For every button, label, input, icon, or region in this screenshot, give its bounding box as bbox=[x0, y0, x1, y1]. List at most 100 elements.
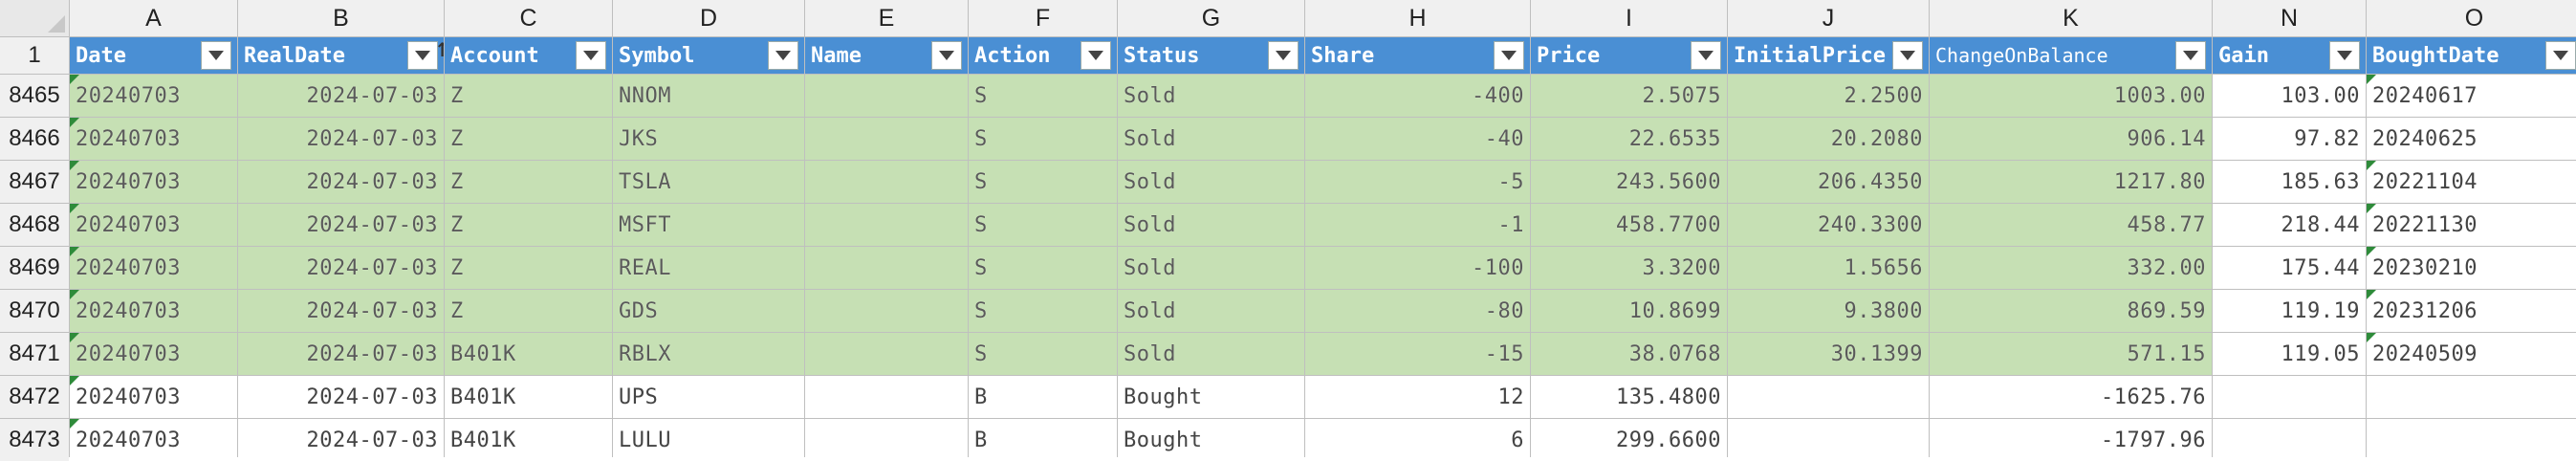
table-cell[interactable]: 20221130 bbox=[2367, 204, 2576, 246]
column-header-b[interactable]: B bbox=[238, 0, 444, 36]
filter-dropdown-icon[interactable] bbox=[931, 41, 962, 70]
table-cell[interactable]: 206.4350 bbox=[1728, 161, 1929, 203]
row-header[interactable]: 8471 bbox=[0, 333, 69, 375]
table-cell[interactable] bbox=[805, 118, 968, 160]
column-header-h[interactable]: H bbox=[1305, 0, 1530, 36]
table-cell[interactable]: 10.8699 bbox=[1531, 290, 1727, 332]
table-cell[interactable]: 119.05 bbox=[2213, 333, 2366, 375]
table-cell[interactable]: 458.77 bbox=[1930, 204, 2212, 246]
table-header-status[interactable]: Status bbox=[1118, 37, 1304, 74]
table-cell[interactable]: S bbox=[969, 161, 1117, 203]
column-header-j[interactable]: J bbox=[1728, 0, 1929, 36]
table-cell[interactable]: 218.44 bbox=[2213, 204, 2366, 246]
table-cell[interactable]: TSLA bbox=[613, 161, 804, 203]
column-header-n[interactable]: N bbox=[2213, 0, 2366, 36]
table-cell[interactable] bbox=[805, 376, 968, 418]
table-cell[interactable]: -100 bbox=[1305, 247, 1530, 289]
table-cell[interactable]: 9.3800 bbox=[1728, 290, 1929, 332]
table-cell[interactable]: 2024-07-03 bbox=[238, 376, 444, 418]
table-cell[interactable]: 20240703 bbox=[70, 333, 237, 375]
table-cell[interactable]: 458.7700 bbox=[1531, 204, 1727, 246]
table-cell[interactable] bbox=[1728, 376, 1929, 418]
row-header[interactable]: 8473 bbox=[0, 419, 69, 461]
filter-dropdown-icon[interactable] bbox=[1494, 41, 1524, 70]
filter-dropdown-icon[interactable] bbox=[1691, 41, 1721, 70]
row-header[interactable]: 8467 bbox=[0, 161, 69, 203]
table-cell[interactable]: B401K bbox=[445, 419, 612, 461]
table-cell[interactable]: 332.00 bbox=[1930, 247, 2212, 289]
table-cell[interactable]: 2024-07-03 bbox=[238, 161, 444, 203]
filter-dropdown-icon[interactable] bbox=[576, 41, 606, 70]
table-cell[interactable]: -1797.96 bbox=[1930, 419, 2212, 461]
table-cell[interactable]: -80 bbox=[1305, 290, 1530, 332]
table-header-realdate[interactable]: RealDate bbox=[238, 37, 444, 74]
table-cell[interactable] bbox=[805, 419, 968, 461]
table-cell[interactable]: S bbox=[969, 247, 1117, 289]
table-cell[interactable]: 38.0768 bbox=[1531, 333, 1727, 375]
table-cell[interactable]: 20240703 bbox=[70, 376, 237, 418]
row-header-1[interactable]: 1 bbox=[0, 37, 69, 74]
table-cell[interactable]: Z bbox=[445, 290, 612, 332]
table-cell[interactable]: 2.5075 bbox=[1531, 75, 1727, 117]
table-cell[interactable]: 299.6600 bbox=[1531, 419, 1727, 461]
table-cell[interactable]: S bbox=[969, 333, 1117, 375]
row-header[interactable]: 8466 bbox=[0, 118, 69, 160]
column-header-a[interactable]: A bbox=[70, 0, 237, 36]
column-header-g[interactable]: G bbox=[1118, 0, 1304, 36]
row-header[interactable]: 8470 bbox=[0, 290, 69, 332]
row-header[interactable]: 8465 bbox=[0, 75, 69, 117]
table-cell[interactable]: 20240703 bbox=[70, 204, 237, 246]
column-header-f[interactable]: F bbox=[969, 0, 1117, 36]
table-cell[interactable]: 1003.00 bbox=[1930, 75, 2212, 117]
filter-dropdown-icon[interactable] bbox=[1268, 41, 1299, 70]
select-all-corner[interactable] bbox=[0, 0, 69, 36]
table-cell[interactable]: 12 bbox=[1305, 376, 1530, 418]
table-cell[interactable]: 20221104 bbox=[2367, 161, 2576, 203]
table-cell[interactable]: 20240617 bbox=[2367, 75, 2576, 117]
table-cell[interactable]: REAL bbox=[613, 247, 804, 289]
table-cell[interactable]: S bbox=[969, 204, 1117, 246]
filter-dropdown-icon[interactable] bbox=[1892, 41, 1923, 70]
column-header-k[interactable]: K bbox=[1930, 0, 2212, 36]
table-cell[interactable]: 243.5600 bbox=[1531, 161, 1727, 203]
table-header-account[interactable]: Account bbox=[445, 37, 612, 74]
table-header-name[interactable]: Name bbox=[805, 37, 968, 74]
table-cell[interactable]: Z bbox=[445, 161, 612, 203]
table-cell[interactable]: 3.3200 bbox=[1531, 247, 1727, 289]
column-header-d[interactable]: D bbox=[613, 0, 804, 36]
table-cell[interactable]: S bbox=[969, 118, 1117, 160]
table-header-boughtdate[interactable]: BoughtDate bbox=[2367, 37, 2576, 74]
table-cell[interactable]: Z bbox=[445, 75, 612, 117]
table-header-price[interactable]: Price bbox=[1531, 37, 1727, 74]
table-cell[interactable] bbox=[805, 247, 968, 289]
table-header-symbol[interactable]: Symbol bbox=[613, 37, 804, 74]
table-cell[interactable]: 30.1399 bbox=[1728, 333, 1929, 375]
row-header[interactable]: 8468 bbox=[0, 204, 69, 246]
table-cell[interactable]: S bbox=[969, 290, 1117, 332]
table-cell[interactable]: Sold bbox=[1118, 75, 1304, 117]
table-cell[interactable]: 2024-07-03 bbox=[238, 247, 444, 289]
table-cell[interactable]: UPS bbox=[613, 376, 804, 418]
row-header[interactable]: 8469 bbox=[0, 247, 69, 289]
table-cell[interactable]: -1625.76 bbox=[1930, 376, 2212, 418]
column-header-e[interactable]: E bbox=[805, 0, 968, 36]
table-cell[interactable] bbox=[805, 290, 968, 332]
table-cell[interactable] bbox=[2213, 376, 2366, 418]
table-cell[interactable]: -1 bbox=[1305, 204, 1530, 246]
table-cell[interactable]: RBLX bbox=[613, 333, 804, 375]
table-cell[interactable]: 906.14 bbox=[1930, 118, 2212, 160]
table-header-date[interactable]: Date bbox=[70, 37, 237, 74]
table-cell[interactable]: B401K bbox=[445, 333, 612, 375]
table-header-changeonbalance[interactable]: ChangeOnBalance bbox=[1930, 37, 2212, 74]
filter-dropdown-icon[interactable] bbox=[2545, 41, 2576, 70]
table-cell[interactable]: 22.6535 bbox=[1531, 118, 1727, 160]
table-cell[interactable] bbox=[805, 75, 968, 117]
table-cell[interactable]: 869.59 bbox=[1930, 290, 2212, 332]
table-cell[interactable]: B bbox=[969, 419, 1117, 461]
table-cell[interactable]: Z bbox=[445, 204, 612, 246]
table-cell[interactable]: Sold bbox=[1118, 118, 1304, 160]
filter-dropdown-icon[interactable] bbox=[768, 41, 798, 70]
table-cell[interactable]: B401K bbox=[445, 376, 612, 418]
column-header-i[interactable]: I bbox=[1531, 0, 1727, 36]
table-cell[interactable]: Z bbox=[445, 247, 612, 289]
